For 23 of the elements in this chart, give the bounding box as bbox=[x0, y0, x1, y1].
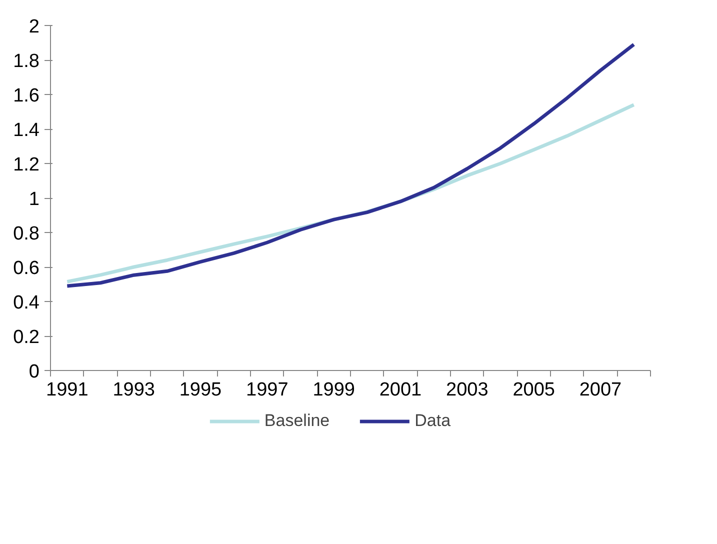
y-tick-label: 0 bbox=[28, 362, 40, 382]
y-tick-label: 0.8 bbox=[13, 224, 40, 244]
x-tick-label: 1999 bbox=[312, 380, 355, 400]
y-tick-label: 2 bbox=[28, 16, 40, 38]
y-tick-label: 0.4 bbox=[13, 292, 40, 314]
x-tick-label: 2003 bbox=[446, 380, 488, 400]
x-tick-label: 2005 bbox=[512, 380, 555, 400]
y-tick-label: 1.2 bbox=[13, 154, 40, 176]
x-tick-label: 1993 bbox=[112, 380, 155, 400]
y-tick-label: 1 bbox=[28, 189, 40, 210]
x-tick-label: 1997 bbox=[246, 380, 288, 400]
legend-label: Data bbox=[414, 410, 451, 430]
x-tick-label: 1991 bbox=[46, 380, 88, 400]
legend-label: Baseline bbox=[264, 410, 330, 430]
y-tick-label: 1.4 bbox=[13, 120, 40, 141]
y-tick-label: 0.6 bbox=[13, 258, 40, 279]
y-tick-label: 1.6 bbox=[13, 86, 40, 106]
line-series bbox=[65, 42, 636, 288]
x-tick-label: 2001 bbox=[379, 380, 422, 400]
x-tick-label: 2007 bbox=[579, 380, 622, 400]
x-tick-label: 1995 bbox=[179, 380, 222, 400]
y-tick-label: 0.2 bbox=[13, 327, 40, 348]
y-tick-label: 1.8 bbox=[13, 51, 40, 72]
